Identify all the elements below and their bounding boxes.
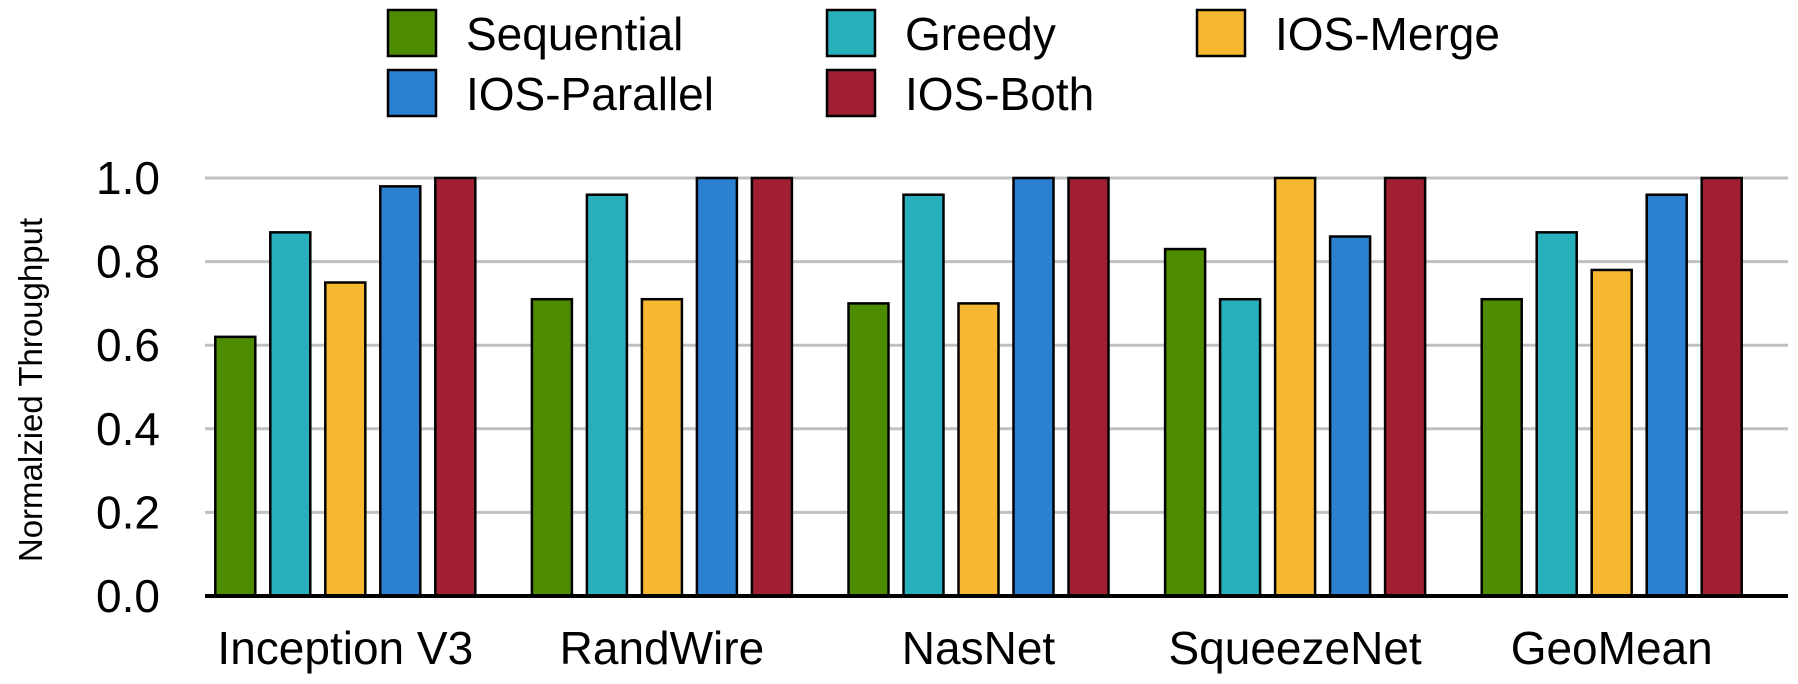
bar-greedy-nasnet <box>902 193 945 598</box>
x-tick-label: Inception V3 <box>217 622 473 674</box>
y-tick-label: 0.6 <box>96 319 160 371</box>
bar-ios-merge-squeezenet <box>1273 176 1317 598</box>
legend-label: Sequential <box>466 8 683 60</box>
bar-greedy-squeezenet <box>1218 297 1262 598</box>
legend-label: Greedy <box>905 8 1056 60</box>
bar-greedy-inception-v3 <box>269 231 312 598</box>
y-tick-labels: 0.0 0.2 0.4 0.6 0.8 1.0 <box>96 152 160 622</box>
bar-ios-parallel-nasnet <box>1012 176 1055 598</box>
legend-swatch-ios-merge <box>1195 8 1247 58</box>
legend-swatch-sequential <box>386 8 438 58</box>
bar-ios-merge-nasnet <box>957 302 1000 598</box>
x-tick-label: GeoMean <box>1511 622 1713 674</box>
legend-label: IOS-Merge <box>1275 8 1500 60</box>
bar-sequential-geomean <box>1480 297 1523 598</box>
bar-greedy-randwire <box>585 193 629 598</box>
bar-sequential-nasnet <box>847 302 890 598</box>
bars <box>214 176 1743 598</box>
x-tick-labels: Inception V3 RandWire NasNet SqueezeNet GeoM… <box>217 622 1712 674</box>
legend-label: IOS-Both <box>905 68 1094 120</box>
y-tick-label: 0.0 <box>96 570 160 622</box>
bar-sequential-squeezenet <box>1163 247 1207 598</box>
bar-ios-both-squeezenet <box>1383 176 1427 598</box>
bar-sequential-randwire <box>530 297 574 598</box>
y-tick-label: 0.2 <box>96 486 160 538</box>
bar-ios-parallel-squeezenet <box>1328 235 1372 598</box>
bar-ios-both-randwire <box>750 176 794 598</box>
bar-ios-parallel-inception-v3 <box>379 185 422 598</box>
x-tick-label: SqueezeNet <box>1169 622 1422 674</box>
legend-label: IOS-Parallel <box>466 68 714 120</box>
legend-swatch-ios-both <box>825 68 877 118</box>
legend-swatch-greedy <box>825 8 877 58</box>
y-tick-label: 0.8 <box>96 236 160 288</box>
bar-ios-parallel-geomean <box>1645 193 1688 598</box>
legend: Sequential Greedy IOS-Merge IOS-Parallel IOS… <box>386 8 1500 120</box>
bar-ios-both-nasnet <box>1067 176 1110 598</box>
bar-ios-merge-geomean <box>1590 268 1633 598</box>
bar-greedy-geomean <box>1535 231 1578 598</box>
legend-swatch-ios-parallel <box>386 68 438 118</box>
bar-ios-merge-inception-v3 <box>324 281 367 598</box>
bar-ios-both-inception-v3 <box>434 176 477 598</box>
x-tick-label: RandWire <box>560 622 765 674</box>
x-tick-label: NasNet <box>902 622 1056 674</box>
y-tick-label: 1.0 <box>96 152 160 204</box>
bar-ios-parallel-randwire <box>695 176 739 598</box>
y-axis-label: Normalzied Throughput <box>12 218 49 562</box>
y-tick-label: 0.4 <box>96 403 160 455</box>
bar-sequential-inception-v3 <box>214 335 257 598</box>
bar-ios-merge-randwire <box>640 297 684 598</box>
bar-ios-both-geomean <box>1700 176 1743 598</box>
